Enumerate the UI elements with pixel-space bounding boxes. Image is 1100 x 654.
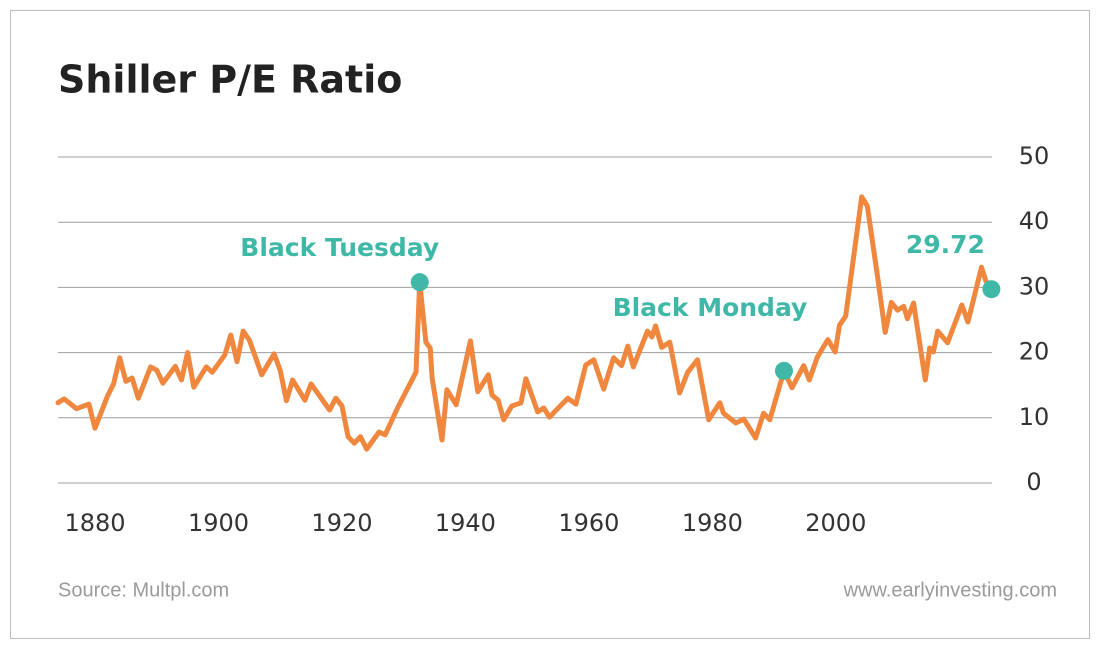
y-tick-label: 20: [1019, 338, 1050, 366]
series-line: [55, 194, 994, 452]
credit: www.earlyinvesting.com: [843, 579, 1057, 601]
annotation-dot: [774, 361, 793, 380]
y-tick-label: 40: [1019, 207, 1050, 235]
x-tick-label: 1980: [682, 509, 743, 537]
x-tick-label: 1900: [188, 509, 249, 537]
x-tick-label: 1940: [435, 509, 496, 537]
y-tick-label: 30: [1019, 272, 1050, 300]
x-tick-label: 2000: [805, 509, 866, 537]
annotation-dot: [982, 280, 1001, 299]
annotation-label: Black Tuesday: [240, 233, 439, 262]
annotation-dot: [410, 273, 429, 292]
source: Source: Multpl.com: [58, 579, 229, 601]
x-tick-label: 1920: [311, 509, 372, 537]
y-tick-label: 50: [1019, 142, 1050, 170]
x-tick-label: 1960: [558, 509, 619, 537]
annotation-label: Black Monday: [613, 293, 808, 322]
y-tick-label: 10: [1019, 403, 1050, 431]
frame: [10, 10, 1090, 639]
x-tick-label: 1880: [64, 509, 125, 537]
annotation-label: 29.72: [906, 230, 985, 259]
y-tick-label: 0: [1026, 468, 1041, 496]
chart-title: Shiller P/E Ratio: [58, 58, 402, 102]
